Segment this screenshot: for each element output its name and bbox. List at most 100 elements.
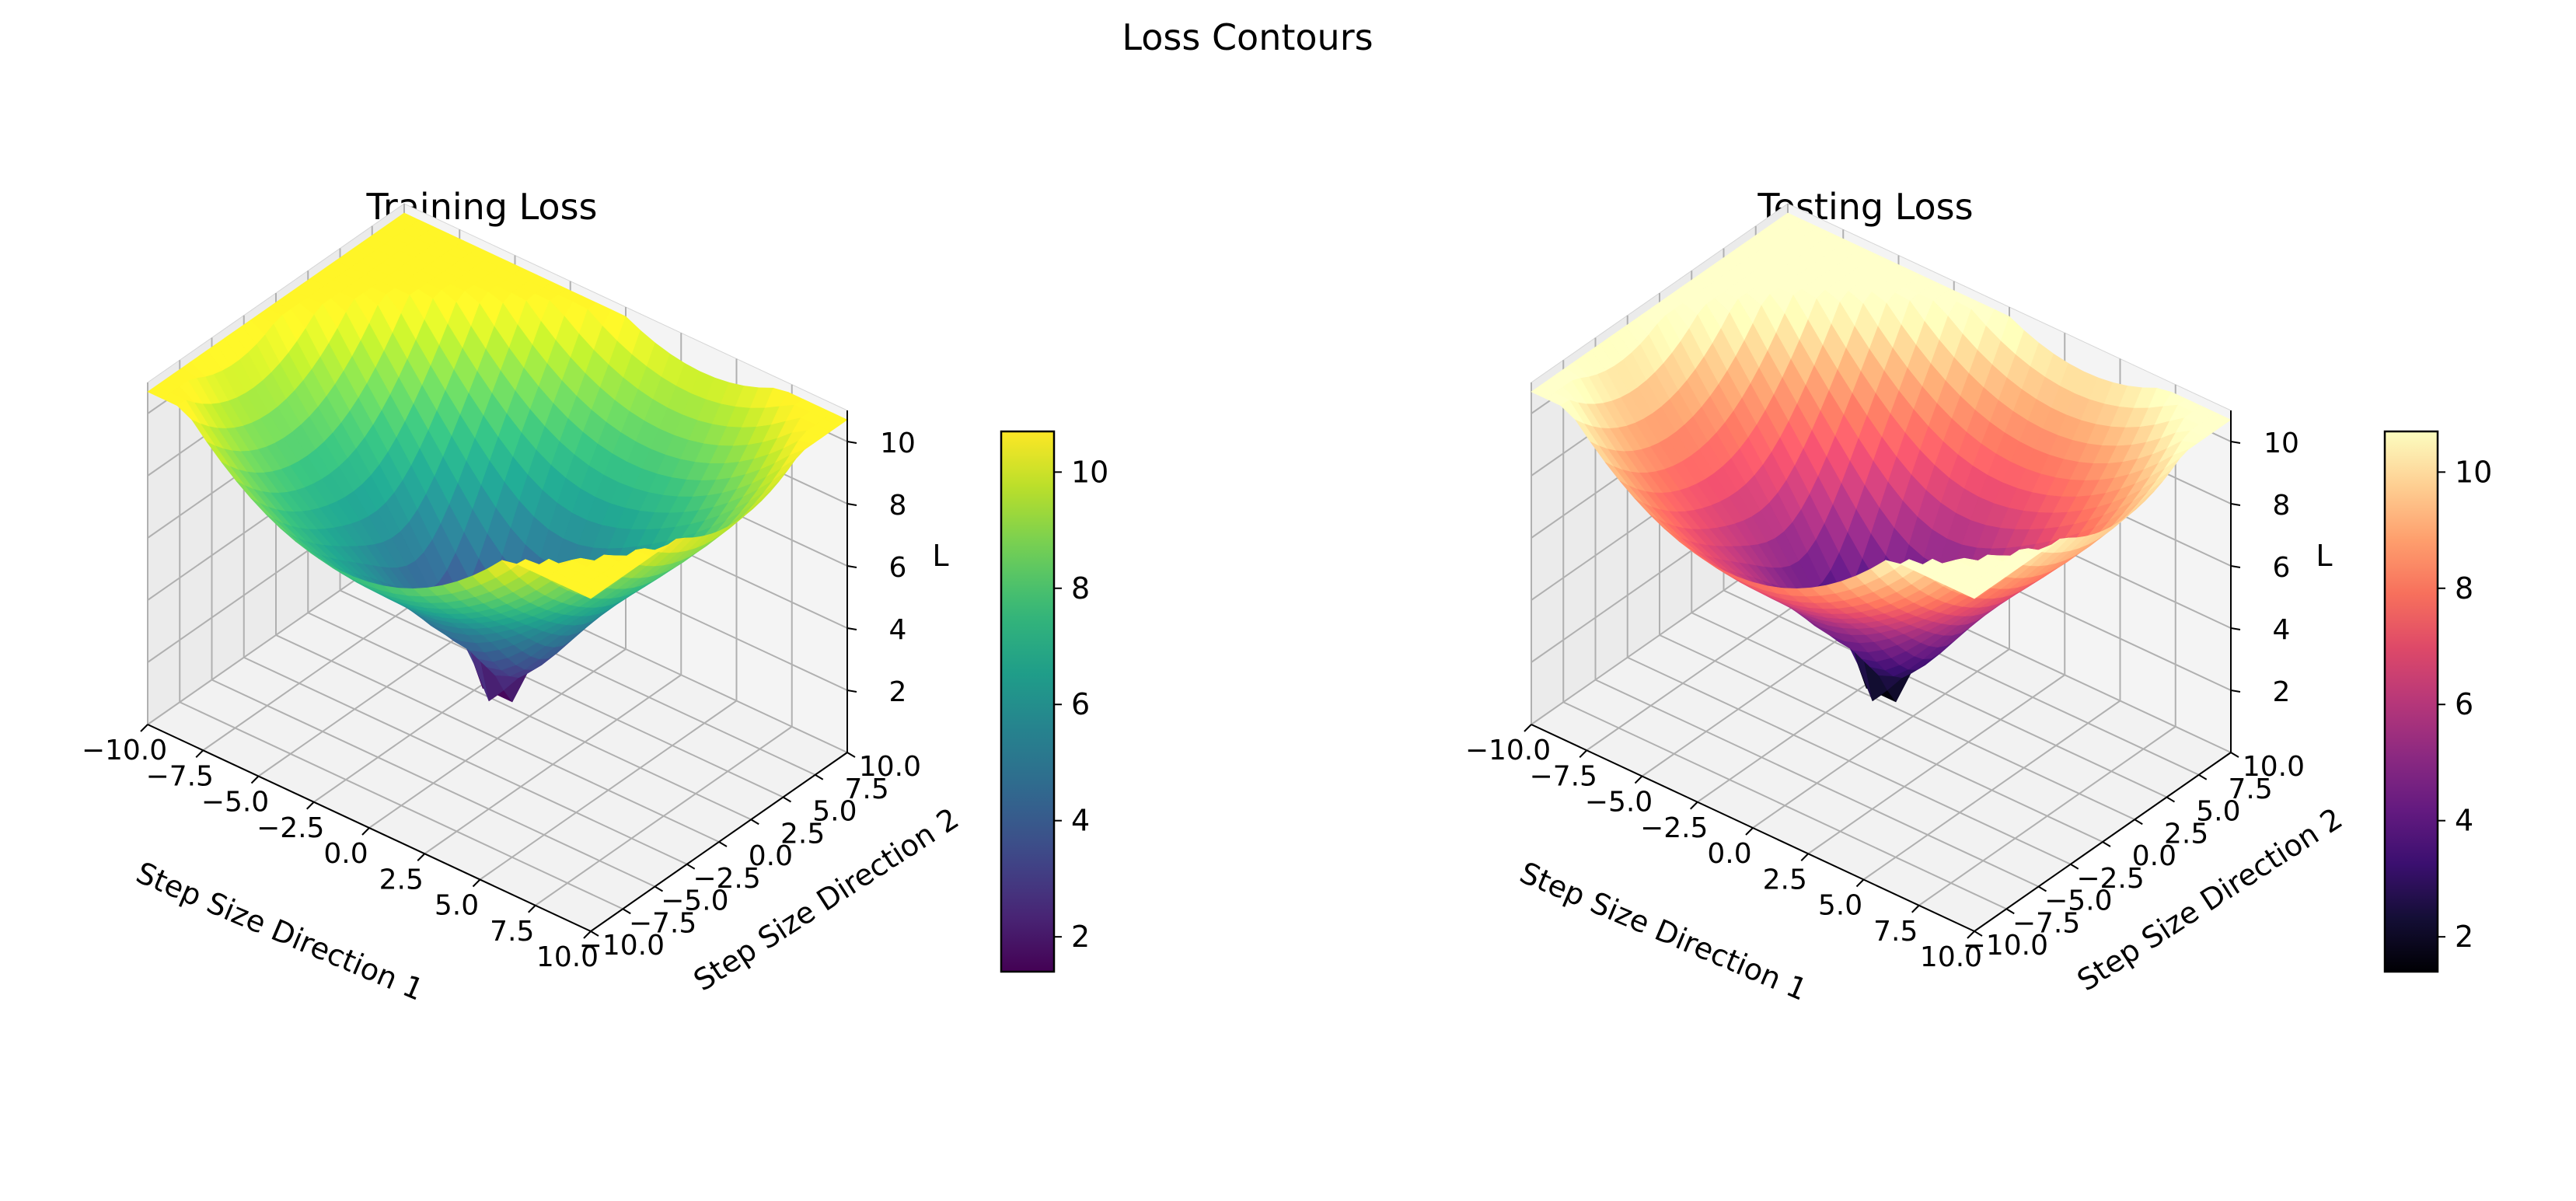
gridline — [275, 634, 720, 843]
y-tick-label: 10.0 — [2243, 751, 2305, 783]
y-tick-label: −10.0 — [1963, 930, 2048, 962]
y-tick-label: 0.0 — [749, 840, 793, 872]
loss-surface — [1531, 212, 2232, 703]
y-tick — [2198, 773, 2208, 780]
x-tick — [1634, 775, 1643, 784]
z-tick-label: 8 — [889, 490, 907, 522]
z-tick — [846, 565, 857, 568]
y-tick-label: 2.5 — [780, 818, 825, 850]
y-tick-label: −10.0 — [579, 930, 665, 962]
z-tick-label: 6 — [889, 552, 907, 584]
x-tick-label: −2.5 — [1640, 812, 1708, 844]
x-tick — [1911, 905, 1920, 913]
z-tick — [2230, 441, 2241, 444]
x-tick — [1800, 853, 1809, 861]
z-tick — [846, 441, 857, 444]
x-tick — [417, 853, 425, 861]
z-tick-label: 10 — [2264, 428, 2299, 459]
y-tick — [590, 930, 599, 937]
colorbar-tick-label: 6 — [2455, 687, 2473, 721]
x-tick — [472, 878, 481, 888]
x-tick-label: 7.5 — [1873, 916, 1918, 948]
y-tick — [2134, 819, 2143, 826]
colorbar-tick-label: 10 — [2455, 455, 2492, 489]
y-tick-label: −5.0 — [661, 885, 728, 917]
x-tick — [1967, 930, 1975, 939]
colorbar-tick-label: 8 — [2455, 571, 2473, 606]
x-tick-label: 10.0 — [536, 941, 599, 973]
y-tick-label: −5.0 — [2044, 885, 2112, 917]
y-tick — [750, 819, 759, 826]
x-tick-label: 7.5 — [490, 916, 534, 948]
y-tick — [815, 773, 824, 780]
gridline — [1659, 634, 2103, 843]
z-tick-label: 4 — [2273, 614, 2291, 646]
y-tick-label: 7.5 — [2228, 773, 2272, 805]
x-tick — [528, 905, 536, 913]
x-tick — [1855, 878, 1865, 888]
z-tick — [2230, 503, 2241, 506]
y-tick — [2037, 885, 2047, 892]
x-tick-label: −10.0 — [82, 735, 167, 766]
x-tick — [1690, 801, 1698, 810]
y-tick-label: −7.5 — [629, 907, 696, 939]
x-tick-label: 5.0 — [435, 890, 479, 922]
y-tick — [654, 885, 664, 892]
colorbar-tick-label: 4 — [2455, 804, 2473, 838]
gridline — [1595, 679, 2039, 888]
gridline — [340, 589, 784, 798]
gridline — [1723, 589, 2167, 798]
gridline — [243, 656, 688, 865]
training-loss-panel: Training Loss−10.0−7.5−5.0−2.50.02.55.07… — [82, 186, 1109, 1007]
z-axis-label: L — [2316, 539, 2332, 573]
y-tick — [2070, 863, 2079, 870]
x-tick — [1579, 749, 1587, 758]
gridline — [179, 701, 623, 910]
figure-title: Loss Contours — [1122, 16, 1373, 58]
y-tick-label: 5.0 — [812, 796, 857, 828]
loss-surface — [147, 212, 848, 703]
x-tick — [1524, 724, 1532, 732]
x-tick-label: −5.0 — [201, 787, 269, 819]
x-tick-label: 5.0 — [1818, 890, 1862, 922]
x-tick — [195, 749, 204, 758]
gridline — [1627, 656, 2072, 865]
x-tick — [306, 801, 315, 810]
x-tick-label: 2.5 — [379, 864, 424, 896]
x-tick-label: −5.0 — [1585, 787, 1653, 819]
z-axis-label: L — [932, 539, 948, 573]
x-tick — [1745, 827, 1754, 836]
y-tick — [686, 863, 696, 870]
y-tick-label: 5.0 — [2196, 796, 2240, 828]
gridline — [1691, 612, 2135, 821]
surface-facet — [575, 585, 600, 599]
z-tick — [2230, 565, 2241, 568]
y-tick — [846, 752, 856, 758]
z-tick-label: 2 — [2273, 676, 2291, 708]
x-tick — [361, 827, 370, 836]
x-tick-label: 0.0 — [1707, 838, 1751, 870]
colorbar-tick-label: 2 — [2455, 920, 2473, 954]
y-tick-label: 7.5 — [844, 773, 888, 805]
z-tick — [846, 690, 857, 693]
x-tick — [583, 930, 592, 939]
gridline — [307, 612, 752, 821]
colorbar-tick-label: 2 — [1071, 920, 1090, 954]
x-tick-label: −2.5 — [257, 812, 324, 844]
colorbar-tick-label: 6 — [1071, 687, 1090, 721]
x-tick-label: 0.0 — [323, 838, 368, 870]
z-tick — [846, 503, 857, 506]
y-tick — [2230, 752, 2239, 758]
x-tick-label: −7.5 — [146, 760, 214, 792]
x-tick-label: 2.5 — [1763, 864, 1807, 896]
y-tick-label: 0.0 — [2132, 840, 2176, 872]
colorbar-tick-label: 10 — [1071, 455, 1108, 489]
z-tick-label: 8 — [2273, 490, 2291, 522]
z-tick-label: 2 — [889, 676, 907, 708]
gridline — [211, 679, 655, 888]
y-tick-label: −2.5 — [2076, 863, 2144, 895]
x-tick-label: 10.0 — [1920, 941, 1982, 973]
testing-loss-panel: Testing Loss−10.0−7.5−5.0−2.50.02.55.07.… — [1465, 186, 2493, 1007]
y-tick-label: 2.5 — [2164, 818, 2208, 850]
